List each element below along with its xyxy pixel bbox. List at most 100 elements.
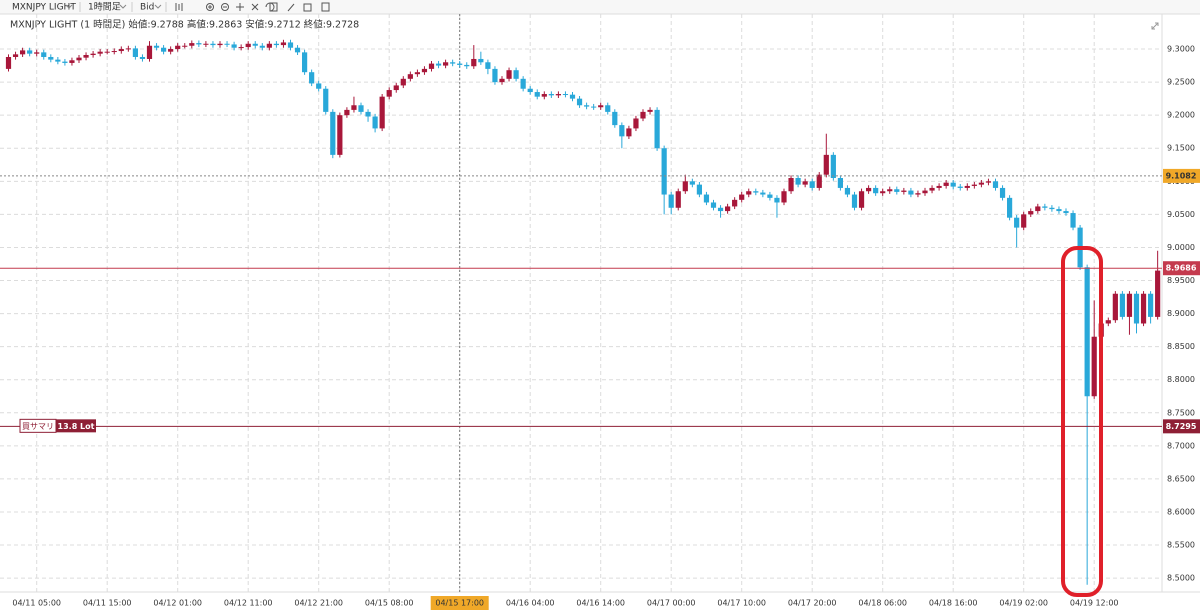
x-tick-label: 04/16 14:00 — [576, 599, 625, 608]
candle-body — [816, 174, 822, 188]
candle-body — [492, 68, 498, 83]
candle-body — [908, 190, 914, 195]
candle-body — [978, 182, 984, 185]
candle-body — [259, 45, 265, 48]
candle-body — [428, 63, 435, 69]
candle-body — [985, 181, 992, 183]
candle-body — [746, 191, 752, 195]
candle-body — [830, 154, 836, 179]
x-tick-label: 04/17 00:00 — [647, 599, 696, 608]
candle-body — [506, 70, 512, 79]
position-tag: 買サマリ — [22, 422, 54, 431]
y-tick-label: 8.5500 — [1167, 541, 1195, 550]
candle-body — [280, 42, 287, 46]
candle-body — [450, 62, 456, 64]
candle-body — [27, 50, 33, 54]
candle-body — [421, 68, 428, 73]
candle-body — [527, 88, 533, 93]
candle-body — [210, 43, 216, 46]
x-tick-label: 04/19 02:00 — [999, 599, 1048, 608]
x-tick-label: 04/17 10:00 — [717, 599, 766, 608]
candle-body — [1063, 211, 1069, 214]
candle-body — [330, 111, 336, 155]
candle-body — [788, 178, 794, 192]
candle-body — [873, 187, 879, 194]
y-tick-label: 8.7000 — [1167, 441, 1195, 450]
candle-body — [400, 78, 406, 86]
x-tick-label: 04/15 08:00 — [365, 599, 414, 608]
candle-body — [231, 44, 237, 48]
candle-body — [1105, 320, 1111, 324]
position-lot-bg — [56, 419, 96, 433]
candle-body — [161, 47, 167, 52]
candle-body — [802, 181, 808, 185]
candle-body — [781, 191, 787, 203]
candle-body — [316, 83, 322, 89]
price-select[interactable]: Bid — [140, 3, 154, 13]
price-line-label: 8.7295 — [1166, 422, 1197, 431]
candle-body — [548, 94, 554, 96]
x-tick-label: 04/12 11:00 — [224, 599, 273, 608]
candle-body — [125, 48, 131, 50]
candle-body — [887, 189, 893, 192]
candle-body — [12, 54, 19, 57]
candle-body — [992, 181, 999, 188]
x-tick-label: 04/18 06:00 — [858, 599, 907, 608]
candle-body — [633, 118, 639, 129]
y-tick-label: 9.1500 — [1167, 144, 1195, 153]
candle-body — [520, 78, 526, 89]
candle-body — [485, 62, 491, 69]
candle-body — [351, 105, 357, 110]
candle-body — [619, 125, 625, 137]
candle-body — [739, 194, 745, 200]
candle-body — [20, 50, 26, 55]
candle-body — [471, 58, 477, 67]
candle-body — [302, 52, 308, 73]
candle-body — [414, 72, 420, 75]
candle-body — [372, 116, 378, 129]
chevron — [119, 4, 127, 9]
candle-body — [1007, 197, 1013, 218]
candle-body — [189, 43, 195, 46]
candle-body — [668, 194, 674, 208]
chart-title: MXNJPY LIGHT (1 時間足) 始値:9.2788 高値:9.2863… — [10, 19, 359, 31]
candle-body — [407, 74, 413, 79]
expand-icon[interactable] — [1151, 22, 1159, 30]
candle-body — [844, 187, 851, 195]
y-tick-label: 9.0000 — [1167, 243, 1195, 252]
candle-body — [922, 190, 928, 194]
candle-body — [915, 193, 921, 195]
candle-body — [1056, 209, 1062, 212]
candle-body — [55, 59, 61, 62]
candle-body — [866, 187, 872, 192]
candle-body — [795, 178, 801, 185]
candle-body — [365, 111, 371, 117]
candle-body — [62, 61, 68, 63]
candle-body — [1028, 211, 1034, 215]
highlight-annotation — [1061, 246, 1103, 597]
timeframe-select[interactable]: 1時間足 — [88, 2, 121, 13]
symbol-select[interactable]: MXNJPY LIGHT — [12, 3, 76, 13]
candle-body — [379, 96, 385, 129]
candle-body — [69, 60, 75, 63]
price-line-label-bg — [1163, 261, 1200, 276]
candle-body — [1112, 293, 1118, 321]
candle-body — [605, 105, 611, 112]
candle-body — [647, 109, 653, 112]
candle-body — [640, 111, 646, 119]
x-tick-label: 04/11 15:00 — [83, 599, 132, 608]
x-tick-label: 04/15 17:00 — [435, 599, 484, 608]
tool-icons[interactable] — [175, 2, 330, 12]
candle-body — [661, 148, 667, 195]
candle-body — [393, 85, 399, 91]
position-lot: 13.8 Lot — [58, 422, 95, 431]
candle-body — [696, 184, 702, 195]
candle-body — [999, 187, 1006, 198]
candle-body — [217, 43, 223, 46]
candle-body — [612, 111, 618, 126]
candle-body — [710, 202, 717, 208]
candle-body — [936, 185, 942, 188]
candle-body — [513, 70, 519, 79]
candle-body — [344, 109, 350, 116]
y-tick-label: 8.5000 — [1167, 574, 1195, 583]
